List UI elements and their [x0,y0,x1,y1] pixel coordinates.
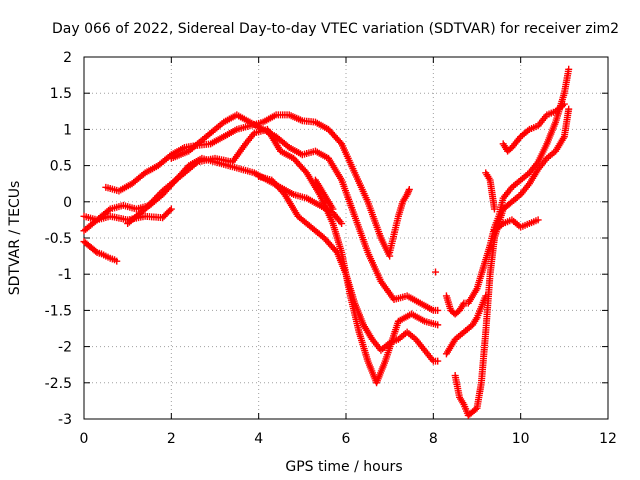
data-point [560,100,568,108]
data-point [332,247,340,255]
axis-ticks [83,56,609,420]
x-tick-label: 12 [599,431,617,447]
data-points [80,65,573,419]
y-tick-label: -2 [58,340,72,356]
data-point [434,321,442,329]
x-tick-label: 8 [429,431,438,447]
data-point [490,205,498,213]
series-11 [451,105,573,419]
y-tick-label: 1.5 [50,86,72,102]
series-10 [442,65,573,318]
y-tick-labels: -3 -2.5 -2 -1.5 -1 -0.5 0 0.5 1 1.5 2 [45,50,72,428]
data-point [338,220,346,228]
series-5 [167,111,442,314]
series-9 [432,268,440,276]
series-7 [311,176,337,213]
data-point [534,216,542,224]
data-point [329,205,337,213]
x-tick-label: 4 [254,431,263,447]
x-tick-label: 0 [80,431,89,447]
data-point [434,306,442,314]
data-point [434,357,442,365]
series-13 [482,169,498,213]
y-tick-label: 2 [63,50,72,66]
x-tick-label: 6 [342,431,351,447]
chart-title: Day 066 of 2022, Sidereal Day-to-day VTE… [52,21,619,37]
series-6 [255,172,442,365]
data-point [405,185,413,193]
y-tick-label: -3 [58,412,72,428]
y-tick-label: -1 [58,267,72,283]
data-point [482,292,490,300]
y-tick-label: -1.5 [45,303,72,319]
x-axis-label: GPS time / hours [285,459,402,475]
series-4 [124,125,442,387]
series-8 [386,185,413,256]
y-axis-label: SDTVAR / TECUs [7,181,23,296]
data-point [113,257,121,265]
series-12 [442,292,490,358]
y-tick-label: 0 [63,195,72,211]
y-tick-label: -0.5 [45,231,72,247]
series-0 [80,238,121,265]
data-point [336,138,344,146]
series-15 [499,100,568,155]
series-1 [80,205,175,224]
data-point [92,247,100,255]
y-tick-label: -2.5 [45,376,72,392]
x-tick-labels: 0 2 4 6 8 10 12 [80,431,617,447]
data-point [166,206,174,214]
x-tick-label: 10 [512,431,530,447]
y-tick-label: 0.5 [50,159,72,175]
data-point [167,205,175,213]
y-tick-label: 1 [63,122,72,138]
data-point [565,105,573,113]
x-tick-label: 2 [167,431,176,447]
grid [84,57,608,419]
data-point [565,65,573,73]
data-point [432,268,440,276]
series-14 [490,216,542,235]
series-3 [102,111,394,260]
